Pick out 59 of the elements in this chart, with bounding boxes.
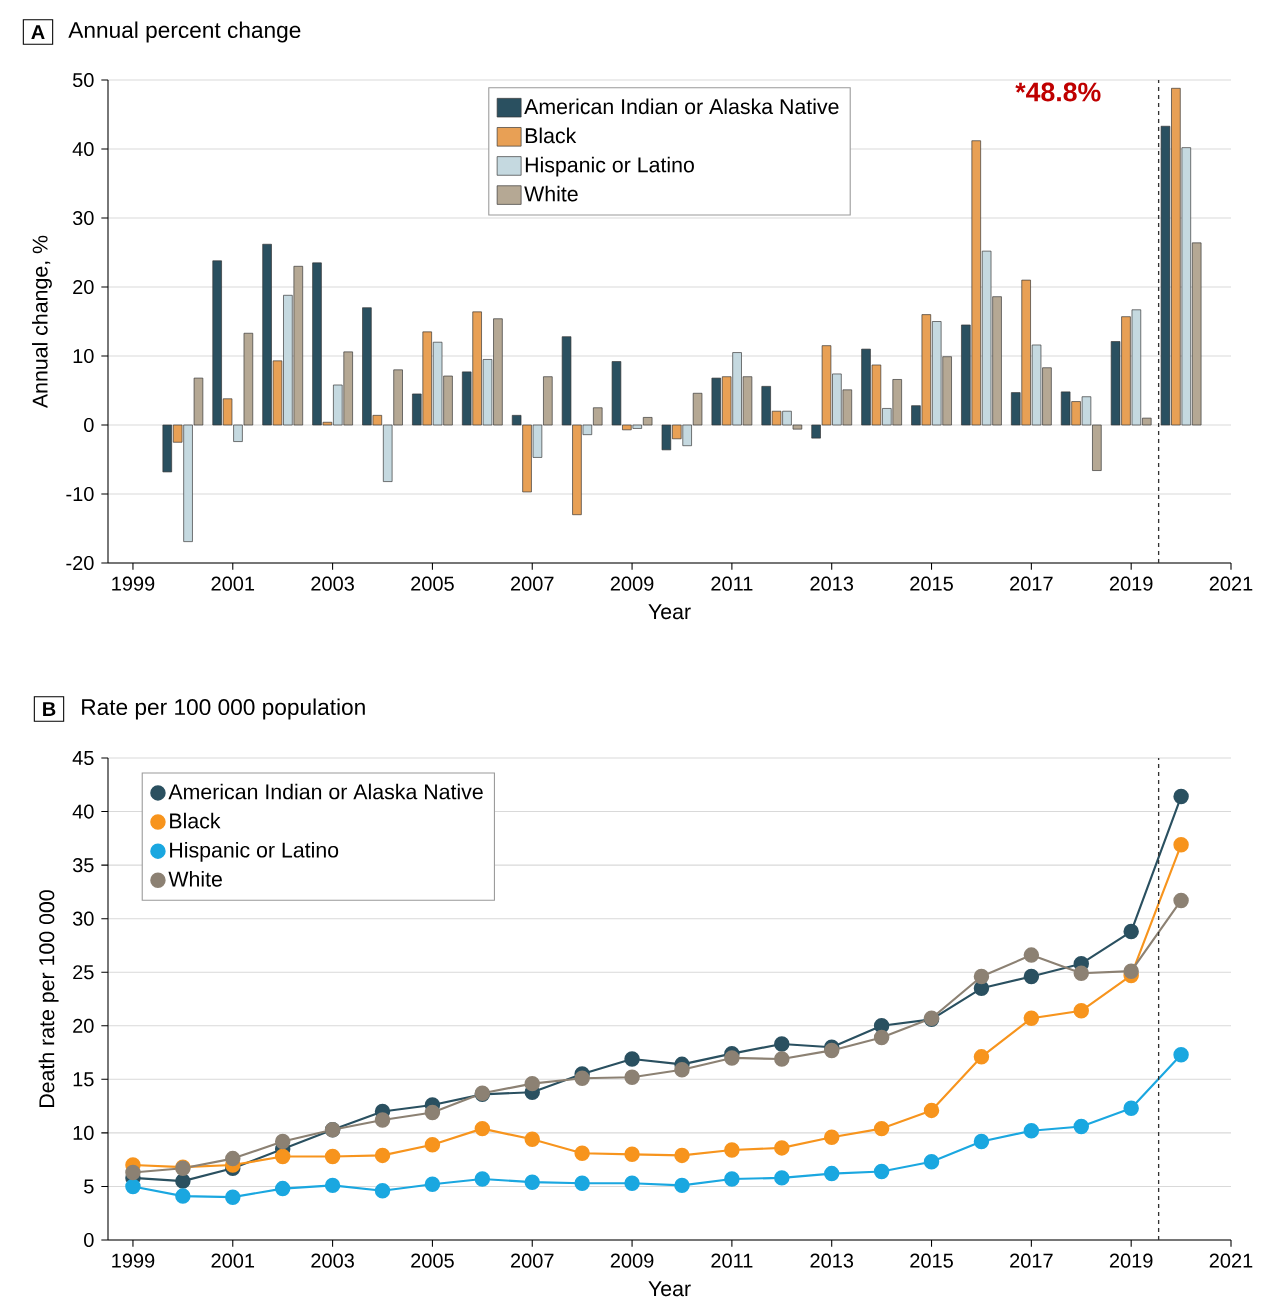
x-tick-label: 2017 [1010, 1253, 1053, 1268]
legend-label: Hispanic or Latino [525, 156, 694, 177]
legend-label: White [168, 871, 222, 887]
x-tick-label: 2013 [810, 576, 854, 591]
x-tick-label: 2021 [1209, 1253, 1253, 1268]
x-tick-label: 2009 [610, 576, 654, 591]
x-axis-title: Year [648, 604, 691, 620]
x-tick-label: 2021 [1209, 576, 1253, 591]
y-tick-label: -10 [66, 486, 94, 502]
x-tick-label: 1999 [112, 576, 155, 591]
x-tick-label: 2001 [211, 1253, 255, 1268]
x-tick-label: 2007 [511, 576, 554, 591]
x-tick-label: 2019 [1109, 576, 1153, 591]
x-tick-label: 1999 [112, 1253, 155, 1268]
y-axis-title: Annual change, % [32, 235, 52, 409]
x-tick-label: 2003 [311, 1253, 354, 1268]
y-tick-label: 5 [84, 1179, 94, 1194]
y-tick-label: 20 [73, 279, 94, 295]
x-tick-label: 2003 [311, 576, 354, 591]
y-tick-label: 45 [72, 751, 94, 765]
y-tick-label: 40 [72, 804, 94, 819]
chart-title: Rate per 100 000 population [82, 698, 365, 720]
legend-label: American Indian or Alaska Native [524, 98, 839, 115]
x-tick-label: 2011 [711, 576, 753, 591]
y-tick-label: -20 [66, 555, 94, 571]
x-tick-label: 2005 [411, 1253, 454, 1268]
y-tick-label: 10 [73, 1125, 94, 1140]
y-tick-label: 20 [73, 1018, 94, 1033]
x-tick-label: 2017 [1010, 576, 1053, 591]
y-tick-label: 35 [72, 858, 94, 873]
x-tick-label: 2007 [511, 1253, 554, 1268]
x-tick-label: 2019 [1109, 1253, 1153, 1268]
y-axis-title: Death rate per 100 000 [38, 890, 59, 1107]
x-tick-label: 2009 [610, 1253, 654, 1268]
x-axis-title: Year [648, 1281, 691, 1297]
legend-label: Hispanic or Latino [170, 841, 339, 862]
y-tick-label: 50 [72, 72, 94, 88]
y-tick-label: 40 [72, 141, 94, 157]
x-tick-label: 2013 [810, 1253, 854, 1268]
y-tick-label: 25 [73, 965, 94, 980]
y-tick-label: 30 [72, 911, 94, 926]
legend-label: White [524, 185, 578, 202]
legend-label: Black [170, 812, 221, 829]
y-tick-label: 30 [72, 210, 94, 226]
y-tick-label: 0 [84, 417, 94, 433]
x-tick-label: 2005 [411, 576, 454, 591]
text: A [31, 25, 45, 39]
y-tick-label: 10 [73, 348, 94, 364]
text: B [43, 702, 56, 716]
x-tick-label: 2015 [910, 576, 953, 591]
x-tick-label: 2001 [211, 576, 255, 591]
x-tick-label: 2011 [711, 1253, 753, 1268]
annotation: *48.8% [1015, 82, 1101, 102]
y-tick-label: 0 [84, 1232, 94, 1248]
legend-label: American Indian or Alaska Native [168, 783, 483, 800]
legend-label: Black [525, 127, 577, 144]
x-tick-label: 2015 [910, 1253, 953, 1268]
y-tick-label: 15 [73, 1072, 94, 1087]
chart-title: Annual percent change [68, 21, 301, 43]
